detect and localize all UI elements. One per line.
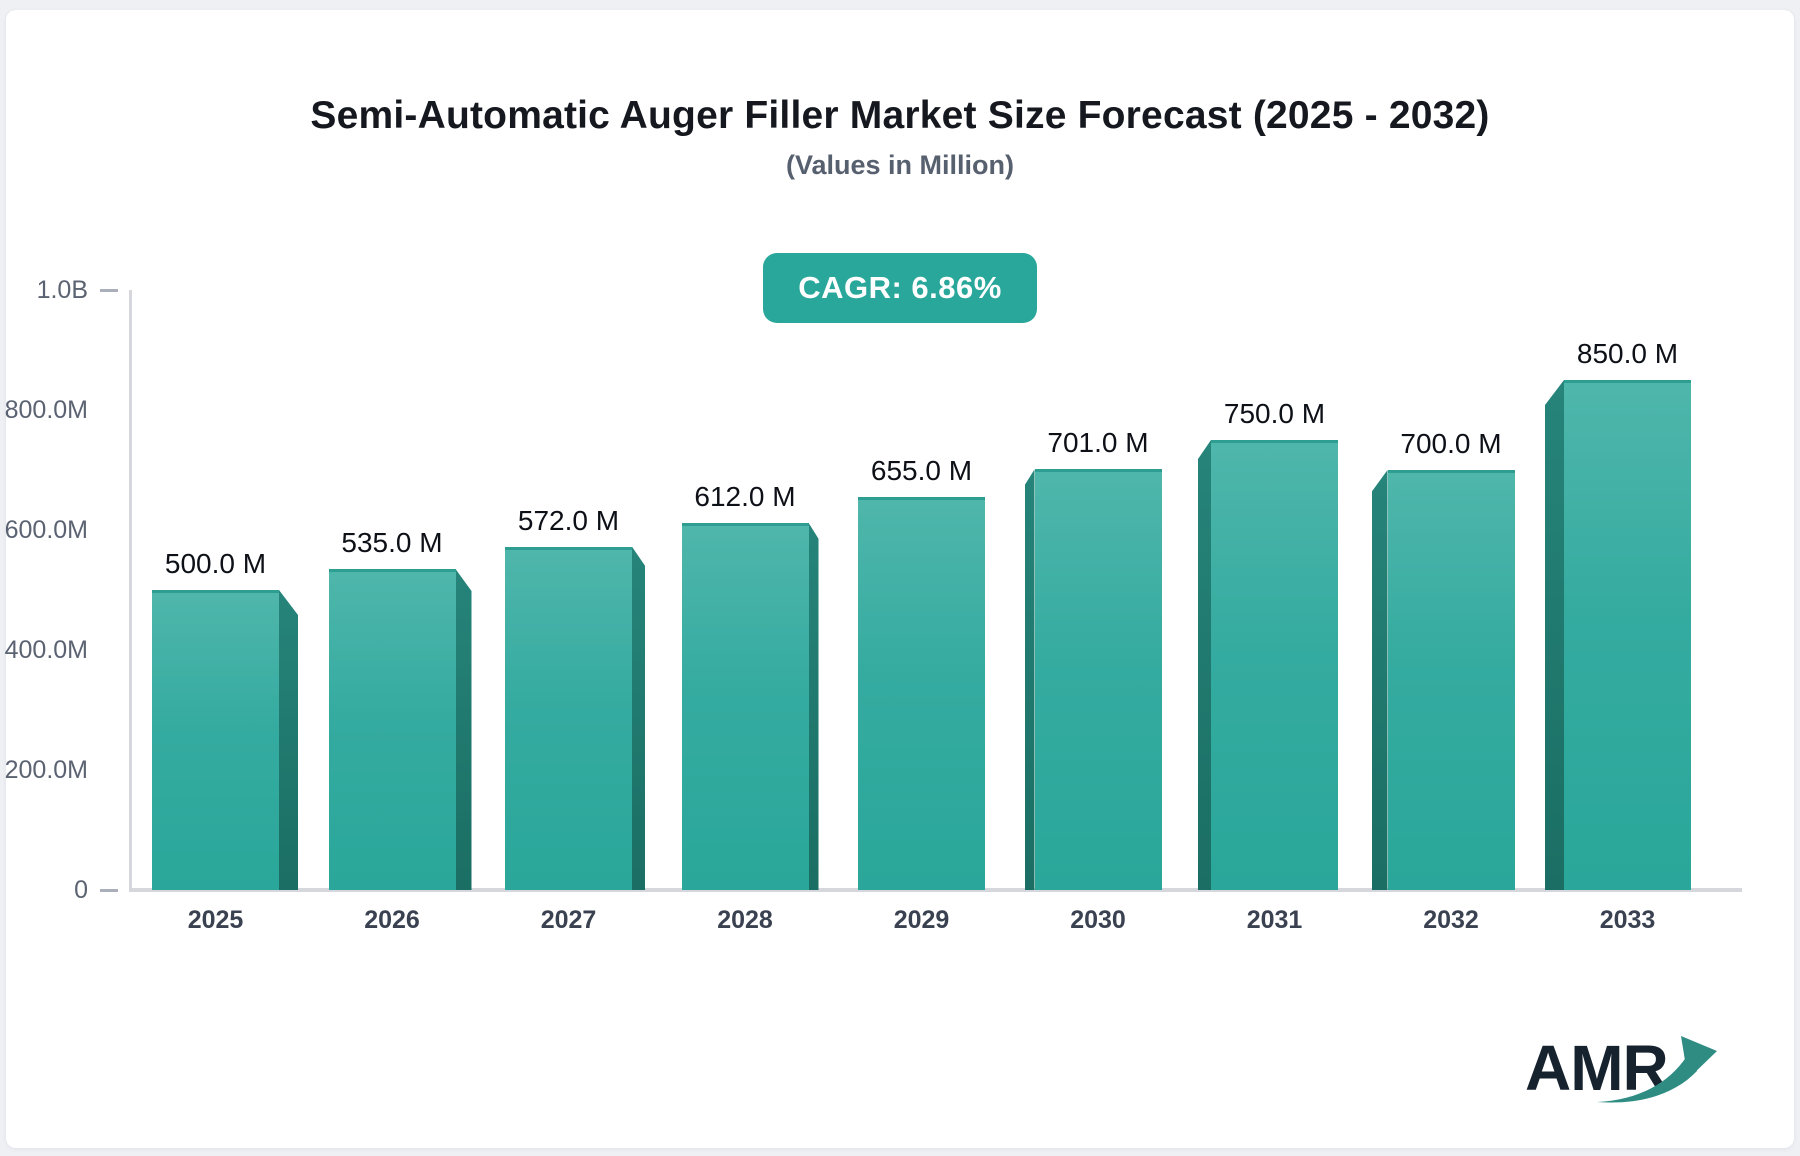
x-axis-label-2031: 2031 bbox=[1246, 906, 1303, 934]
bar-2032[interactable] bbox=[1387, 470, 1515, 890]
bar-side-2032 bbox=[1371, 470, 1388, 890]
y-axis-line bbox=[129, 290, 132, 890]
x-axis-label-2029: 2029 bbox=[893, 906, 950, 934]
bar-value-label-2032: 700.0 M bbox=[1400, 428, 1502, 459]
x-axis-label-2025: 2025 bbox=[187, 906, 244, 934]
bar-2033[interactable] bbox=[1564, 380, 1691, 890]
bar-side-2025 bbox=[279, 590, 298, 890]
x-axis-label-2028: 2028 bbox=[717, 906, 773, 934]
x-axis-label-2030: 2030 bbox=[1070, 906, 1126, 934]
y-axis-tick-label: 600.0M bbox=[4, 516, 88, 544]
bar-value-label-2025: 500.0 M bbox=[164, 548, 267, 579]
bar-2027[interactable] bbox=[505, 546, 632, 890]
bar-side-2027 bbox=[632, 546, 645, 890]
y-axis-tick-label: 800.0M bbox=[4, 396, 88, 424]
cagr-badge: CAGR: 6.86% bbox=[763, 253, 1037, 323]
y-axis-tick-label: 1.0B bbox=[36, 276, 88, 304]
bar-side-2030 bbox=[1024, 469, 1035, 890]
y-axis-tick-label: 400.0M bbox=[4, 636, 88, 664]
bar-2030[interactable] bbox=[1034, 469, 1162, 890]
x-axis-label-2033: 2033 bbox=[1599, 906, 1656, 934]
bar-2029[interactable] bbox=[858, 497, 985, 890]
bar-value-label-2029: 655.0 M bbox=[870, 455, 973, 486]
amr-logo: AMR bbox=[1525, 1036, 1725, 1116]
bar-value-label-2027: 572.0 M bbox=[517, 504, 620, 536]
x-axis-line bbox=[129, 888, 1742, 892]
bar-value-label-2030: 701.0 M bbox=[1047, 427, 1149, 459]
bar-side-2031 bbox=[1198, 440, 1211, 890]
bar-2028[interactable] bbox=[681, 522, 809, 890]
x-axis-label-2026: 2026 bbox=[364, 906, 420, 934]
x-axis-label-2027: 2027 bbox=[540, 906, 597, 934]
amr-logo-text: AMR bbox=[1525, 1032, 1669, 1104]
bar-value-label-2028: 612.0 M bbox=[694, 480, 796, 512]
bar-2031[interactable] bbox=[1211, 440, 1338, 890]
bar-value-label-2033: 850.0 M bbox=[1576, 338, 1679, 369]
bar-2025[interactable] bbox=[152, 590, 279, 890]
chart-subtitle: (Values in Million) bbox=[785, 150, 1015, 180]
bar-side-2033 bbox=[1545, 380, 1564, 890]
y-axis-tick-dash bbox=[100, 889, 118, 892]
chart-title: Semi-Automatic Auger Filler Market Size … bbox=[310, 94, 1490, 137]
y-axis-tick-dash bbox=[100, 289, 118, 292]
y-axis-tick-label: 0 bbox=[74, 876, 88, 904]
bar-side-2026 bbox=[455, 569, 472, 890]
growth-arrow-icon bbox=[1597, 1036, 1717, 1103]
bar-value-label-2026: 535.0 M bbox=[341, 527, 443, 558]
y-axis-tick-label: 200.0M bbox=[4, 756, 88, 784]
bar-2026[interactable] bbox=[328, 569, 456, 890]
x-axis-label-2032: 2032 bbox=[1423, 906, 1479, 934]
bar-side-2028 bbox=[808, 522, 819, 890]
bar-value-label-2031: 750.0 M bbox=[1223, 398, 1326, 429]
